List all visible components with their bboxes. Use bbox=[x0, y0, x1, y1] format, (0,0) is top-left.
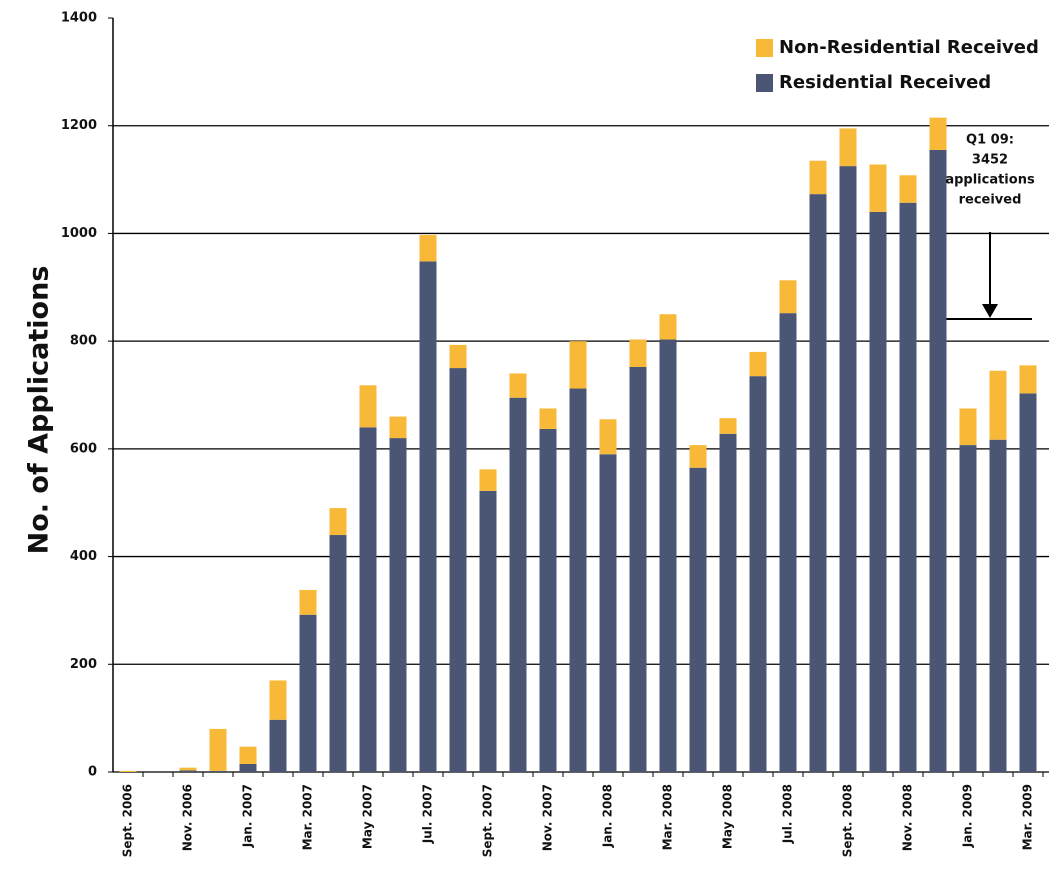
legend-swatch bbox=[756, 74, 773, 92]
x-tick-label: Jul. 2008 bbox=[781, 784, 795, 844]
bar-segment bbox=[809, 160, 827, 195]
bar-segment bbox=[869, 164, 887, 212]
bar-segment bbox=[719, 418, 737, 434]
bar-segment bbox=[629, 366, 647, 772]
annotation: Q1 09: bbox=[966, 133, 1014, 148]
bar-segment bbox=[959, 445, 977, 772]
bar-segment bbox=[629, 339, 647, 367]
bar-segment bbox=[179, 770, 197, 772]
annotation-arrowhead bbox=[982, 304, 998, 318]
bar-segment bbox=[869, 211, 887, 772]
bar-segment bbox=[899, 175, 917, 203]
bar-segment bbox=[509, 397, 527, 772]
bar-segment bbox=[449, 368, 467, 772]
annotation: 3452 bbox=[972, 153, 1008, 168]
bar-segment bbox=[389, 416, 407, 439]
bar-segment bbox=[989, 439, 1007, 772]
bar-segment bbox=[359, 385, 377, 428]
x-tick-label: Sept. 2006 bbox=[121, 784, 135, 857]
bar-segment bbox=[839, 166, 857, 772]
bar-segment bbox=[899, 202, 917, 773]
x-tick-label: Sept. 2008 bbox=[841, 784, 855, 857]
x-tick-label: Mar. 2009 bbox=[1021, 784, 1035, 850]
bar-segment bbox=[779, 313, 797, 772]
bar-segment bbox=[1019, 393, 1037, 772]
legend-label: Non-Residential Received bbox=[779, 37, 1039, 58]
x-tick-label: Sept. 2007 bbox=[481, 784, 495, 857]
y-tick-label: 1000 bbox=[61, 226, 97, 241]
y-tick-label: 1400 bbox=[61, 11, 97, 26]
bar-segment bbox=[479, 469, 497, 491]
y-axis-label: No. of Applications bbox=[24, 266, 55, 555]
bar-segment bbox=[569, 341, 587, 389]
bar-segment bbox=[269, 680, 287, 720]
y-tick-label: 200 bbox=[70, 657, 97, 672]
x-tick-label: May 2007 bbox=[361, 784, 375, 849]
bar-segment bbox=[1019, 365, 1037, 394]
x-tick-label: Jan. 2008 bbox=[601, 784, 615, 848]
bar-segment bbox=[299, 614, 317, 772]
bar-segment bbox=[269, 719, 287, 772]
y-tick-label: 800 bbox=[70, 334, 97, 349]
y-tick-label: 1200 bbox=[61, 118, 97, 133]
x-tick-label: Nov. 2008 bbox=[901, 784, 915, 851]
x-tick-label: Mar. 2008 bbox=[661, 784, 675, 850]
bar-segment bbox=[449, 344, 467, 369]
bar-segment bbox=[719, 433, 737, 772]
bar-segment bbox=[389, 438, 407, 772]
annotation: applications bbox=[945, 173, 1035, 188]
bar-segment bbox=[959, 408, 977, 446]
legend-label: Residential Received bbox=[779, 72, 991, 93]
annotation: received bbox=[959, 193, 1022, 208]
bar-segment bbox=[539, 408, 557, 429]
bar-segment bbox=[209, 770, 227, 772]
bar-segment bbox=[509, 373, 527, 398]
bar-segment bbox=[989, 370, 1007, 440]
bar-segment bbox=[689, 467, 707, 772]
bar-segment bbox=[479, 490, 497, 772]
bar-segment bbox=[119, 770, 137, 772]
bar-segment bbox=[749, 351, 767, 377]
bar-segment bbox=[779, 280, 797, 314]
x-tick-label: May 2008 bbox=[721, 784, 735, 849]
bar-segment bbox=[659, 339, 677, 772]
x-tick-label: Mar. 2007 bbox=[301, 784, 315, 850]
x-tick-label: Nov. 2007 bbox=[541, 784, 555, 851]
y-tick-label: 0 bbox=[88, 765, 97, 780]
x-tick-label: Jul. 2007 bbox=[421, 784, 435, 844]
bar-segment bbox=[929, 117, 947, 150]
legend-swatch bbox=[756, 39, 773, 57]
bar-segment bbox=[419, 235, 437, 262]
bar-segment bbox=[689, 445, 707, 468]
bar-segment bbox=[179, 767, 197, 771]
bar-segment bbox=[929, 149, 947, 772]
bar-segment bbox=[599, 419, 617, 455]
x-tick-label: Jan. 2007 bbox=[241, 784, 255, 848]
bar-segment bbox=[209, 728, 227, 771]
bar-segment bbox=[329, 535, 347, 772]
x-tick-label: Jan. 2009 bbox=[961, 784, 975, 848]
x-tick-label: Nov. 2006 bbox=[181, 784, 195, 851]
bar-segment bbox=[299, 589, 317, 615]
bar-segment bbox=[569, 388, 587, 772]
bar-segment bbox=[239, 763, 257, 772]
bar-segment bbox=[239, 746, 257, 764]
bar-segment bbox=[749, 376, 767, 772]
y-tick-label: 600 bbox=[70, 441, 97, 456]
bar-segment bbox=[599, 454, 617, 772]
y-tick-label: 400 bbox=[70, 549, 97, 564]
bar-segment bbox=[359, 427, 377, 772]
bar-segment bbox=[809, 194, 827, 772]
bar-segment bbox=[839, 128, 857, 167]
bar-segment bbox=[539, 428, 557, 772]
bar-segment bbox=[329, 508, 347, 536]
bar-segment bbox=[659, 314, 677, 340]
bar-segment bbox=[419, 261, 437, 772]
